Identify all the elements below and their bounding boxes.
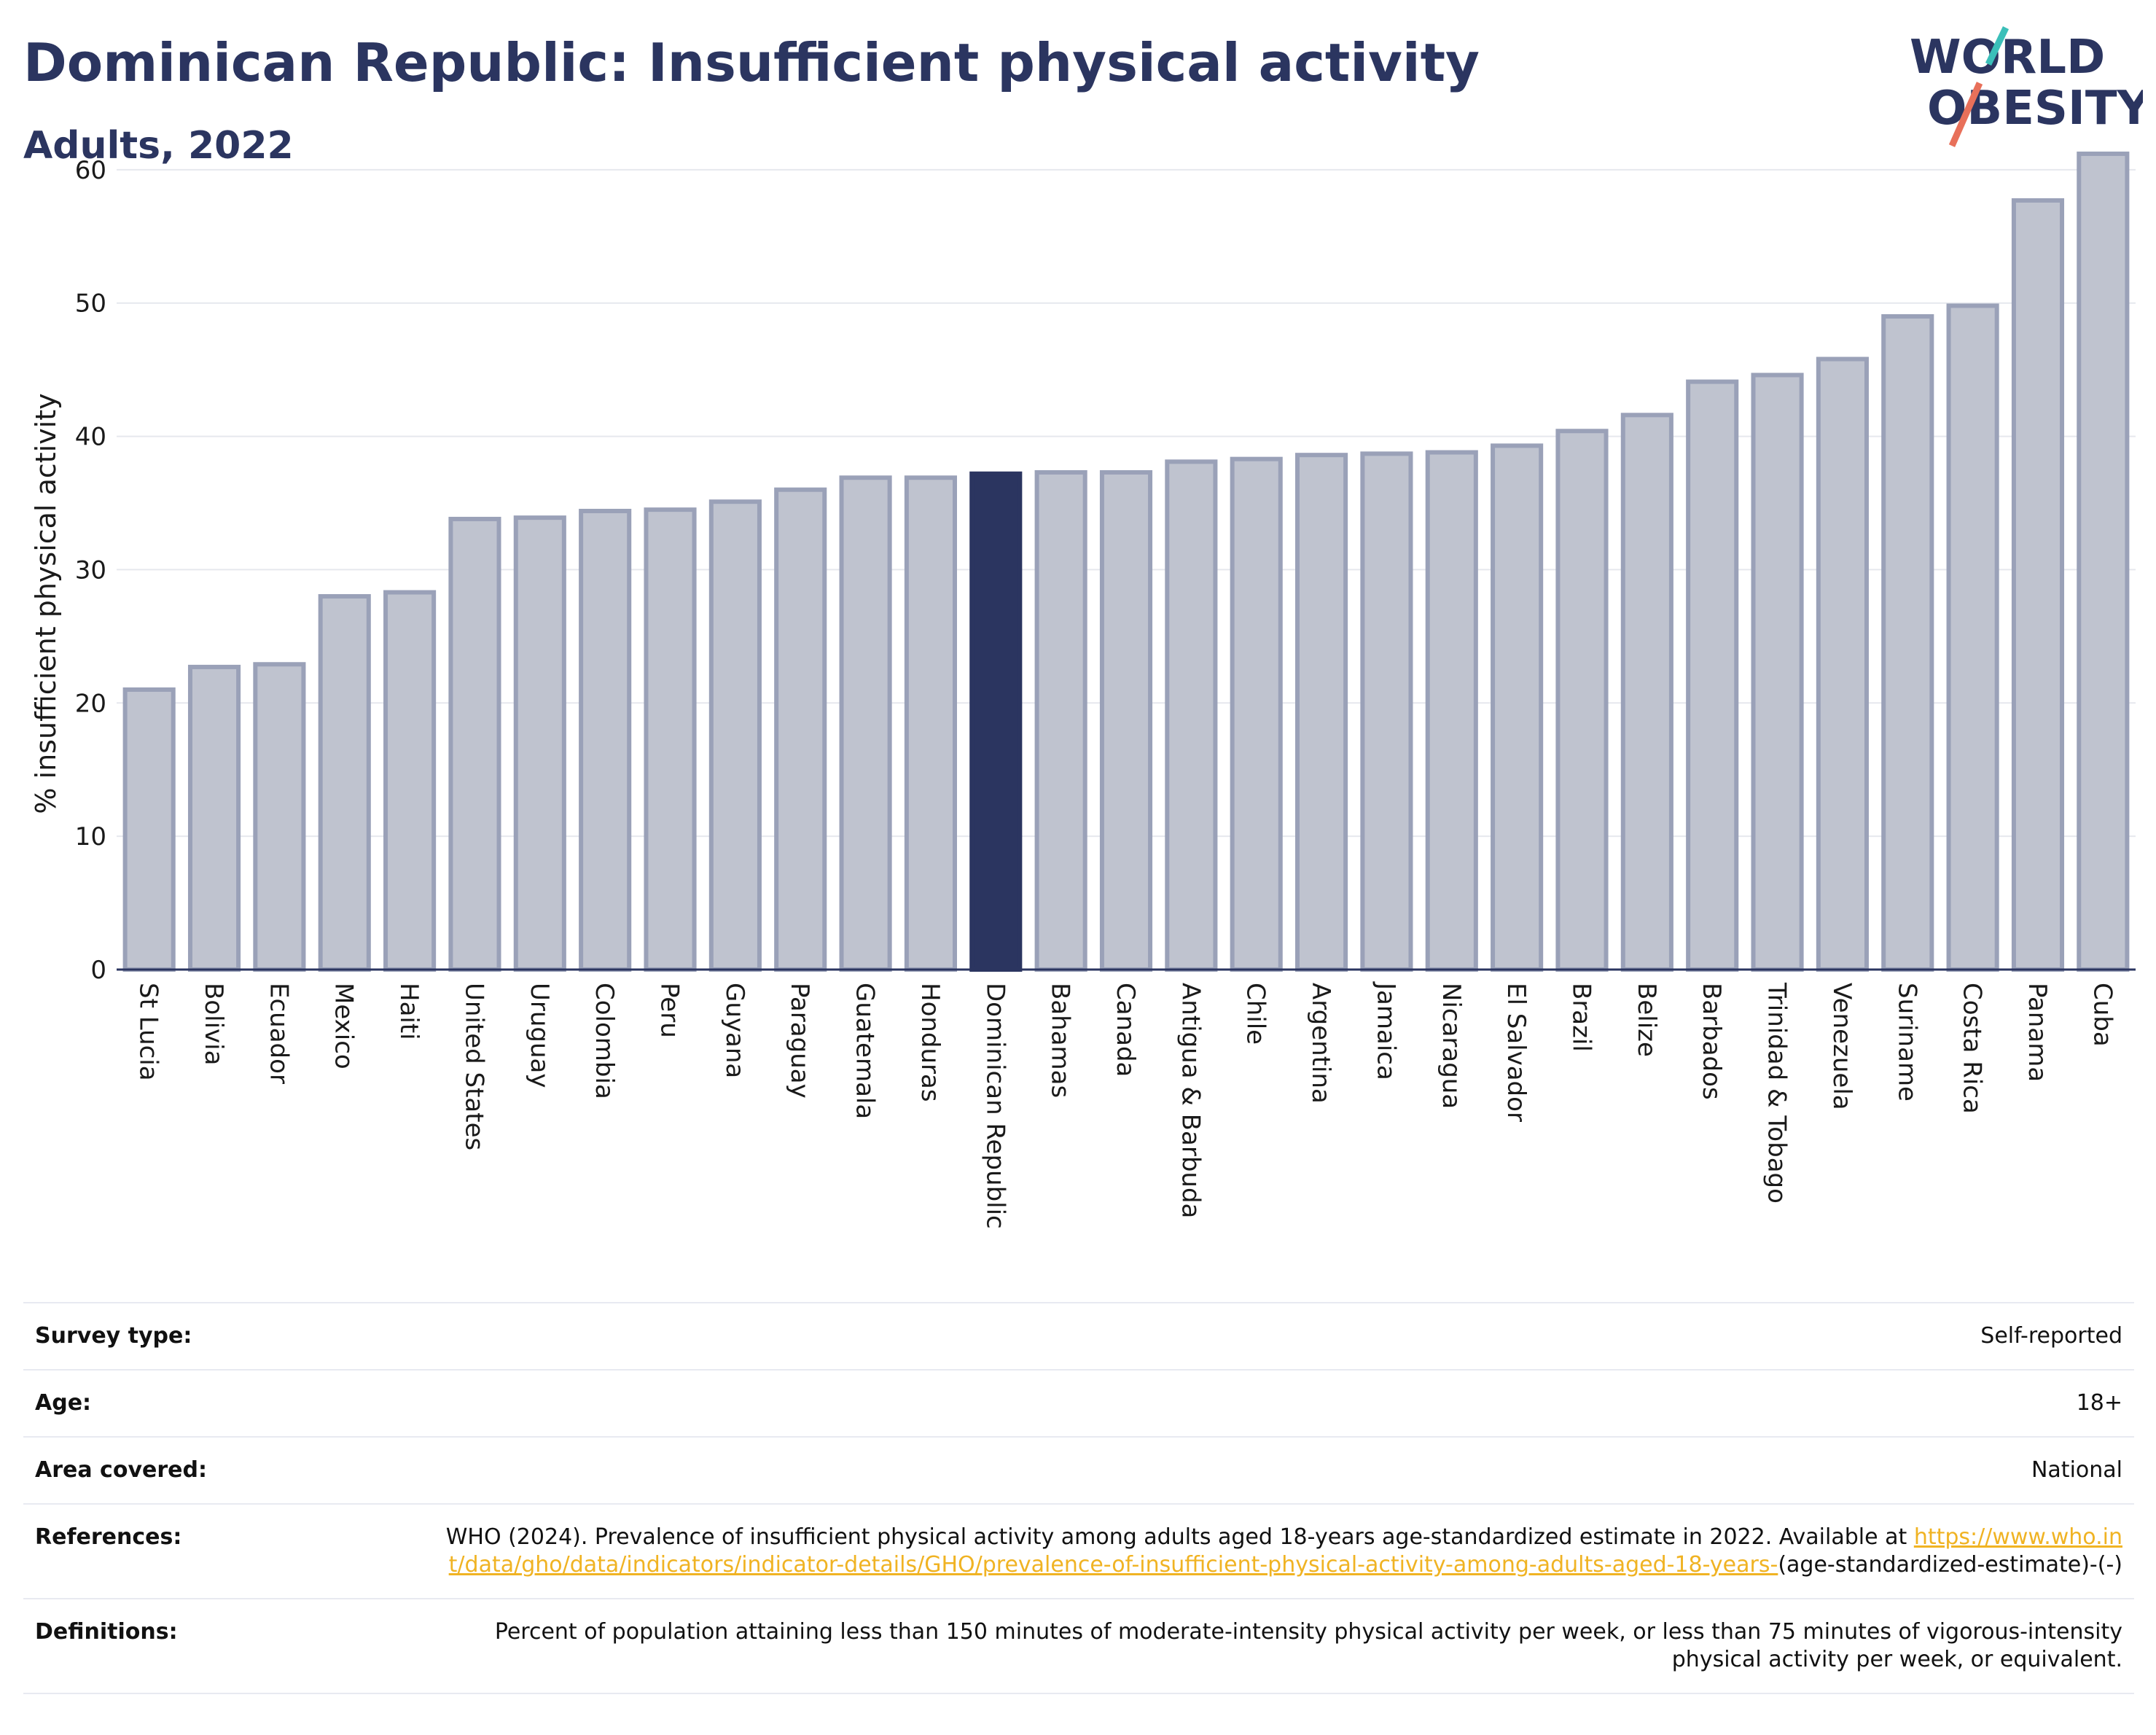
bar-venezuela bbox=[1816, 356, 1869, 972]
bar-canada bbox=[1099, 469, 1153, 972]
x-tick-label: Guatemala bbox=[851, 983, 880, 1119]
y-tick-label: 50 bbox=[75, 289, 106, 319]
references-value: WHO (2024). Prevalence of insufficient p… bbox=[426, 1503, 2134, 1599]
y-tick-label: 20 bbox=[75, 689, 106, 718]
y-tick-label: 10 bbox=[75, 822, 106, 851]
world-obesity-logo: WORLD OBESITY bbox=[1910, 26, 2143, 147]
bars bbox=[122, 151, 2130, 972]
x-tick-label: Uruguay bbox=[525, 983, 554, 1088]
info-label: Definitions: bbox=[23, 1598, 426, 1694]
references-text: WHO (2024). Prevalence of insufficient p… bbox=[445, 1524, 1907, 1550]
bar-colombia bbox=[579, 508, 632, 972]
info-row-survey-type: Survey type: Self-reported bbox=[23, 1302, 2134, 1370]
bar-el-salvador bbox=[1491, 443, 1544, 972]
definitions-value: Percent of population attaining less tha… bbox=[426, 1598, 2134, 1694]
x-tick-label: Costa Rica bbox=[1958, 983, 1987, 1114]
info-label: References: bbox=[23, 1503, 426, 1599]
info-label: Age: bbox=[23, 1369, 426, 1437]
bar-trinidad-tobago bbox=[1751, 373, 1804, 972]
x-tick-label: Mexico bbox=[329, 983, 359, 1069]
bar-bolivia bbox=[187, 664, 241, 972]
bar-chart: 0 10 20 30 40 50 60 St Lucia Bolivia Ecuador Mexic… bbox=[30, 151, 2136, 1229]
bar-belize bbox=[1620, 413, 1673, 972]
bar-paraguay bbox=[774, 487, 827, 972]
tick-labels: 0 10 20 30 40 50 60 St Lucia Bolivia Ecuador Mexic… bbox=[75, 156, 2117, 1229]
x-tick-label: Honduras bbox=[915, 983, 945, 1102]
info-table: Survey type: Self-reported Age: 18+ Area… bbox=[23, 1302, 2134, 1694]
x-tick-label: Brazil bbox=[1566, 983, 1595, 1052]
info-row-area-covered: Area covered: National bbox=[23, 1436, 2134, 1504]
info-value: Self-reported bbox=[426, 1302, 2134, 1370]
bar-nicaragua bbox=[1425, 450, 1478, 972]
info-row-definitions: Definitions: Percent of population attai… bbox=[23, 1598, 2134, 1694]
x-tick-label: Panama bbox=[2023, 983, 2052, 1082]
bar-guatemala bbox=[839, 475, 892, 972]
x-tick-label: Dominican Republic bbox=[980, 983, 1009, 1229]
x-tick-label: Bahamas bbox=[1046, 983, 1075, 1098]
x-tick-label: Antigua & Barbuda bbox=[1176, 983, 1205, 1218]
page-subtitle: Adults, 2022 bbox=[23, 124, 294, 168]
x-tick-label: Chile bbox=[1241, 983, 1270, 1045]
bar-costa-rica bbox=[1946, 303, 1999, 972]
x-tick-label: Ecuador bbox=[264, 983, 293, 1084]
references-link[interactable]: https://www.who.int/data/gho/data/indica… bbox=[448, 1524, 2122, 1578]
x-tick-label: Haiti bbox=[394, 983, 423, 1040]
x-tick-label: Trinidad & Tobago bbox=[1762, 982, 1792, 1204]
x-tick-label: Argentina bbox=[1306, 983, 1335, 1104]
bar-suriname bbox=[1881, 314, 1934, 972]
x-tick-label: Colombia bbox=[590, 983, 619, 1099]
bar-haiti bbox=[383, 590, 437, 972]
x-tick-label: Suriname bbox=[1892, 983, 1921, 1102]
x-tick-label: St Lucia bbox=[134, 983, 163, 1081]
bar-brazil bbox=[1555, 429, 1609, 972]
bar-argentina bbox=[1295, 453, 1348, 972]
logo-slash-coral bbox=[1948, 82, 1983, 147]
bar-peru bbox=[644, 507, 697, 972]
x-tick-label: Peru bbox=[655, 983, 684, 1038]
page-title: Dominican Republic: Insufficient physica… bbox=[23, 32, 1480, 93]
x-tick-label: Canada bbox=[1111, 983, 1140, 1077]
y-tick-label: 40 bbox=[75, 423, 106, 452]
bar-guyana bbox=[708, 499, 762, 972]
x-tick-label: Belize bbox=[1632, 983, 1661, 1057]
references-suffix: (age-standardized-estimate)-(-) bbox=[1778, 1552, 2122, 1578]
x-tick-label: Barbados bbox=[1697, 983, 1726, 1100]
x-tick-label: Bolivia bbox=[199, 983, 228, 1065]
bar-st-lucia bbox=[122, 687, 176, 972]
info-label: Area covered: bbox=[23, 1436, 426, 1504]
bar-barbados bbox=[1686, 379, 1739, 972]
info-row-age: Age: 18+ bbox=[23, 1369, 2134, 1437]
info-label: Survey type: bbox=[23, 1302, 426, 1370]
bar-dominican-republic bbox=[969, 471, 1023, 972]
bar-uruguay bbox=[513, 515, 566, 972]
info-value: National bbox=[426, 1436, 2134, 1504]
x-tick-label: El Salvador bbox=[1501, 983, 1531, 1122]
x-tick-label: Cuba bbox=[2087, 983, 2117, 1047]
bar-panama bbox=[2011, 198, 2065, 972]
logo-slash-teal bbox=[1985, 26, 2009, 66]
bar-honduras bbox=[904, 475, 957, 972]
y-axis-label: % insufficient physical activity bbox=[30, 393, 62, 814]
info-value: 18+ bbox=[426, 1369, 2134, 1437]
x-tick-label: Jamaica bbox=[1371, 981, 1400, 1080]
y-tick-label: 0 bbox=[90, 956, 106, 985]
x-tick-label: Paraguay bbox=[785, 983, 814, 1099]
x-tick-label: Nicaragua bbox=[1437, 983, 1466, 1109]
x-tick-label: Guyana bbox=[720, 983, 749, 1078]
bar-united-states bbox=[448, 516, 501, 972]
x-tick-label: Venezuela bbox=[1827, 983, 1856, 1110]
bar-chile bbox=[1230, 456, 1283, 972]
bar-bahamas bbox=[1034, 469, 1087, 972]
bar-antigua-barbuda bbox=[1165, 459, 1218, 972]
x-tick-label: United States bbox=[459, 983, 488, 1150]
bar-ecuador bbox=[253, 662, 306, 972]
bar-cuba bbox=[2077, 151, 2130, 972]
bar-mexico bbox=[318, 594, 371, 972]
info-row-references: References: WHO (2024). Prevalence of in… bbox=[23, 1503, 2134, 1599]
y-tick-label: 60 bbox=[75, 156, 106, 185]
logo-line1: WORLD bbox=[1910, 31, 2105, 85]
bar-jamaica bbox=[1360, 451, 1413, 972]
y-tick-label: 30 bbox=[75, 555, 106, 585]
